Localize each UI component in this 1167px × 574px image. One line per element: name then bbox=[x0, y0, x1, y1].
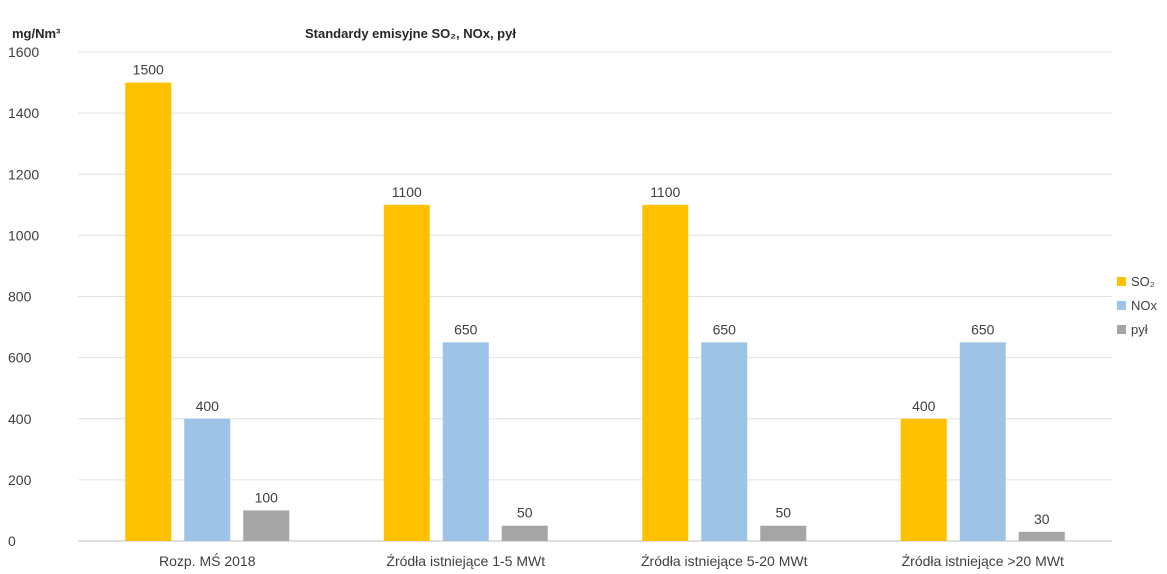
data-label: 650 bbox=[454, 321, 478, 337]
bar-2-2 bbox=[760, 525, 807, 541]
y-tick-label: 1000 bbox=[8, 227, 39, 243]
bar-1-1 bbox=[442, 342, 489, 541]
bar-0-3 bbox=[900, 418, 947, 541]
data-label: 30 bbox=[1034, 511, 1050, 527]
y-tick-label: 600 bbox=[8, 350, 32, 366]
y-tick-label: 1600 bbox=[8, 44, 39, 60]
y-axis-unit-label: mg/Nm³ bbox=[12, 26, 61, 41]
legend-label: pył bbox=[1131, 322, 1148, 337]
x-axis-categories: Rozp. MŚ 2018 Źródła istniejące 1-5 MWt Źr… bbox=[159, 552, 1064, 569]
y-tick-label: 1400 bbox=[8, 105, 39, 121]
y-tick-label: 800 bbox=[8, 289, 32, 305]
data-label: 1100 bbox=[650, 184, 680, 200]
y-tick-label: 400 bbox=[8, 411, 32, 427]
category-label: Źródła istniejące 5-20 MWt bbox=[641, 553, 808, 569]
legend-label: SO₂ bbox=[1131, 274, 1155, 289]
category-label: Źródła istniejące 1-5 MWt bbox=[386, 553, 545, 569]
y-tick-label: 200 bbox=[8, 472, 32, 488]
bar-0-2 bbox=[642, 204, 689, 541]
category-label: Źródła istniejące >20 MWt bbox=[902, 553, 1064, 569]
legend-swatch bbox=[1117, 301, 1126, 310]
y-tick-label: 0 bbox=[8, 533, 16, 549]
bar-1-3 bbox=[959, 342, 1006, 541]
data-label: 650 bbox=[971, 321, 995, 337]
bar-2-3 bbox=[1018, 531, 1065, 541]
legend-label: NOx bbox=[1131, 298, 1158, 313]
bar-1-2 bbox=[701, 342, 748, 541]
chart-title: Standardy emisyjne SO₂, NOx, pył bbox=[305, 26, 516, 41]
data-label: 650 bbox=[713, 321, 737, 337]
category-label: Rozp. MŚ 2018 bbox=[159, 552, 256, 569]
bar-2-0 bbox=[243, 510, 290, 541]
data-label: 1500 bbox=[133, 62, 164, 78]
bar-2-1 bbox=[501, 525, 548, 541]
bar-1-0 bbox=[184, 418, 231, 541]
legend-swatch bbox=[1117, 325, 1126, 334]
y-tick-label: 1200 bbox=[8, 166, 39, 182]
bar-0-1 bbox=[383, 204, 430, 541]
data-labels: 1500 400 100 1100 650 50 1100 650 50 400 650 30 bbox=[133, 62, 1050, 527]
gridlines bbox=[78, 51, 1112, 542]
bars bbox=[125, 82, 1065, 541]
y-axis-ticks: 0 200 400 600 800 1000 1200 1400 1600 bbox=[8, 44, 39, 549]
data-label: 400 bbox=[196, 398, 220, 414]
data-label: 400 bbox=[912, 398, 936, 414]
data-label: 1100 bbox=[392, 184, 422, 200]
data-label: 50 bbox=[775, 505, 791, 521]
bar-0-0 bbox=[125, 82, 172, 541]
legend-swatch bbox=[1117, 277, 1126, 286]
legend: SO₂ NOx pył bbox=[1117, 274, 1158, 337]
data-label: 50 bbox=[517, 505, 533, 521]
data-label: 100 bbox=[255, 489, 279, 505]
